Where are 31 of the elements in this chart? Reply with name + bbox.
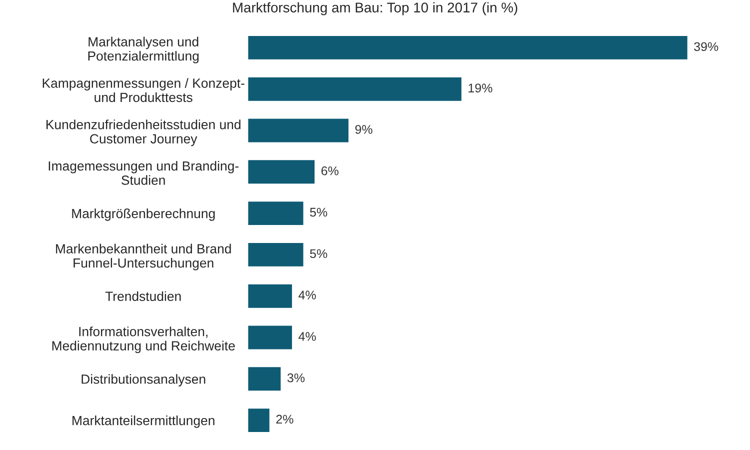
y-tick-label: Marktanteilsermittlungen xyxy=(72,416,214,428)
data-label: 39% xyxy=(694,42,718,52)
y-tick-label: Imagemessungen und Branding- Studien xyxy=(48,160,238,185)
bar xyxy=(248,117,350,144)
y-tick-label: Markenbekanntheit und Brand Funnel-Untersuchungen xyxy=(56,244,231,270)
bar xyxy=(248,407,271,434)
data-label: 9% xyxy=(355,125,372,134)
y-tick-label: Informationsverhalten, Mediennutzung und Reichweite xyxy=(52,326,235,354)
y-tick-label: Marktanalysen und Potenzialermittlung xyxy=(88,36,199,64)
y-tick-label: Kampagnenmessungen / Konzept- und Produkttests xyxy=(42,78,244,102)
bar xyxy=(248,282,294,310)
bar xyxy=(248,158,316,186)
data-label: 6% xyxy=(321,166,338,176)
bar xyxy=(248,366,282,392)
y-tick-label: Trendstudien xyxy=(105,291,181,302)
y-tick-label: Kundenzufriedenheitsstudien und Customer Journey xyxy=(46,120,240,146)
data-label: 5% xyxy=(310,208,328,217)
data-label: 4% xyxy=(298,332,316,341)
data-label: 19% xyxy=(468,84,492,92)
bar xyxy=(248,200,305,226)
bar xyxy=(248,324,294,351)
bar xyxy=(248,76,463,102)
data-label: 4% xyxy=(298,290,316,300)
chart-title: Marktforschung am Bau: Top 10 in 2017 (in %) xyxy=(233,2,518,16)
y-tick-label: Marktgrößenberechnung xyxy=(72,208,215,221)
data-label: 2% xyxy=(276,414,294,424)
data-label: 5% xyxy=(310,249,328,258)
bar xyxy=(248,34,689,61)
bar xyxy=(248,242,305,268)
y-tick-label: Distributionsanalysen xyxy=(82,374,206,386)
data-label: 3% xyxy=(287,373,305,382)
